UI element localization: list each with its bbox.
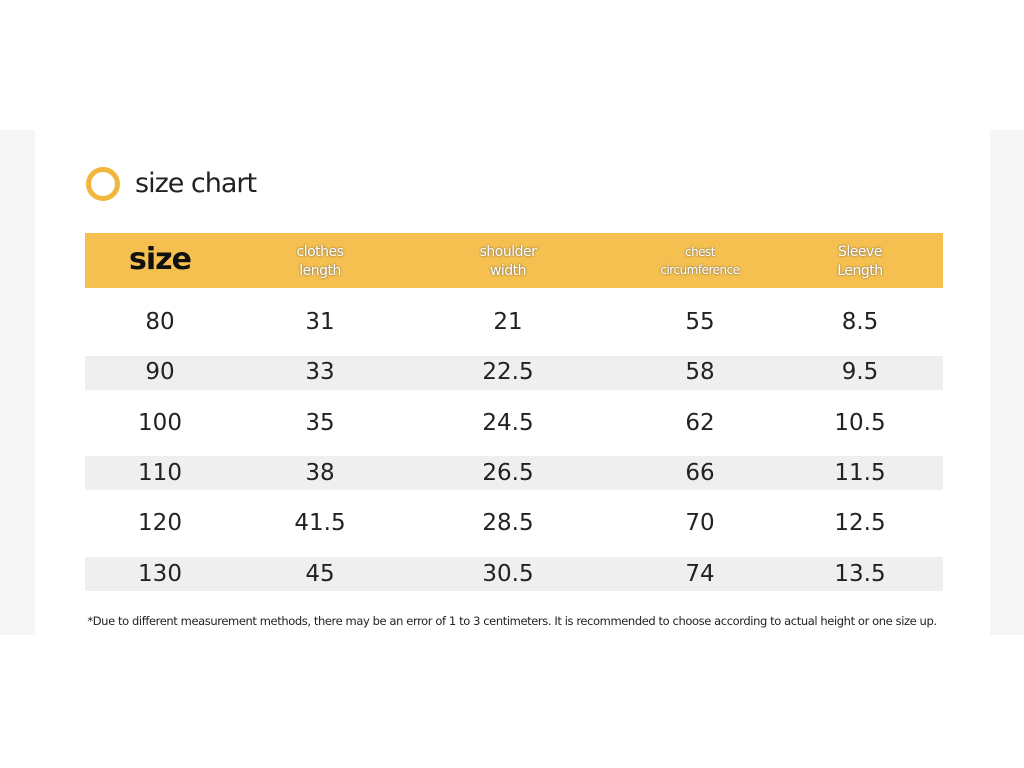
title: size chart <box>135 168 257 199</box>
table-cell: 28.5 <box>482 510 534 537</box>
table-cell: 130 <box>138 560 182 587</box>
table-cell: 38 <box>305 459 335 486</box>
table-cell: 22.5 <box>482 359 534 386</box>
table-cell: 35 <box>305 409 335 436</box>
table-cell: 90 <box>145 359 175 386</box>
table-cell: 58 <box>685 359 715 386</box>
table-cell: 10.5 <box>834 409 886 436</box>
header-text: shoulder <box>479 244 537 260</box>
row-stripe <box>85 356 943 390</box>
header-text: size <box>129 242 192 277</box>
header-cell: chest circumference <box>620 243 780 279</box>
table-cell: 11.5 <box>834 459 886 486</box>
row-stripe <box>85 557 943 591</box>
side-panel <box>990 130 1024 635</box>
header-bar <box>85 233 943 288</box>
table-cell: 110 <box>138 459 182 486</box>
table-cell: 100 <box>138 409 182 436</box>
row-stripe <box>85 456 943 490</box>
table-cell: 12.5 <box>834 510 886 537</box>
footnote: *Due to different measurement methods, t… <box>87 614 937 628</box>
title-icon <box>86 167 120 201</box>
header-text: circumference <box>660 263 740 277</box>
table-cell: 45 <box>305 560 335 587</box>
header-cell: size <box>80 242 240 277</box>
header-text: Sleeve <box>838 244 882 260</box>
header-text: length <box>299 263 341 279</box>
table-cell: 13.5 <box>834 560 886 587</box>
table-cell: 24.5 <box>482 409 534 436</box>
table-cell: 62 <box>685 409 715 436</box>
header-cell: clothes length <box>240 243 400 281</box>
table-cell: 8.5 <box>841 309 879 335</box>
table-cell: 31 <box>305 309 335 335</box>
table-cell: 74 <box>685 560 715 587</box>
table-cell: 66 <box>685 459 715 486</box>
table-cell: 55 <box>685 309 715 335</box>
header-text: width <box>489 263 527 279</box>
table-cell: 9.5 <box>841 359 879 386</box>
header-text: clothes <box>296 244 344 260</box>
table-cell: 120 <box>138 510 182 537</box>
header-text: Length <box>837 263 883 279</box>
table-cell: 30.5 <box>482 560 534 587</box>
table-cell: 70 <box>685 510 715 537</box>
header-cell: shoulder width <box>428 243 588 281</box>
table-cell: 21 <box>493 309 523 335</box>
header-cell: Sleeve Length <box>780 243 940 281</box>
table-cell: 41.5 <box>294 510 346 537</box>
table-cell: 33 <box>305 359 335 386</box>
table-cell: 80 <box>145 309 175 335</box>
side-panel <box>0 130 35 635</box>
header-text: chest <box>684 245 716 259</box>
table-cell: 26.5 <box>482 459 534 486</box>
